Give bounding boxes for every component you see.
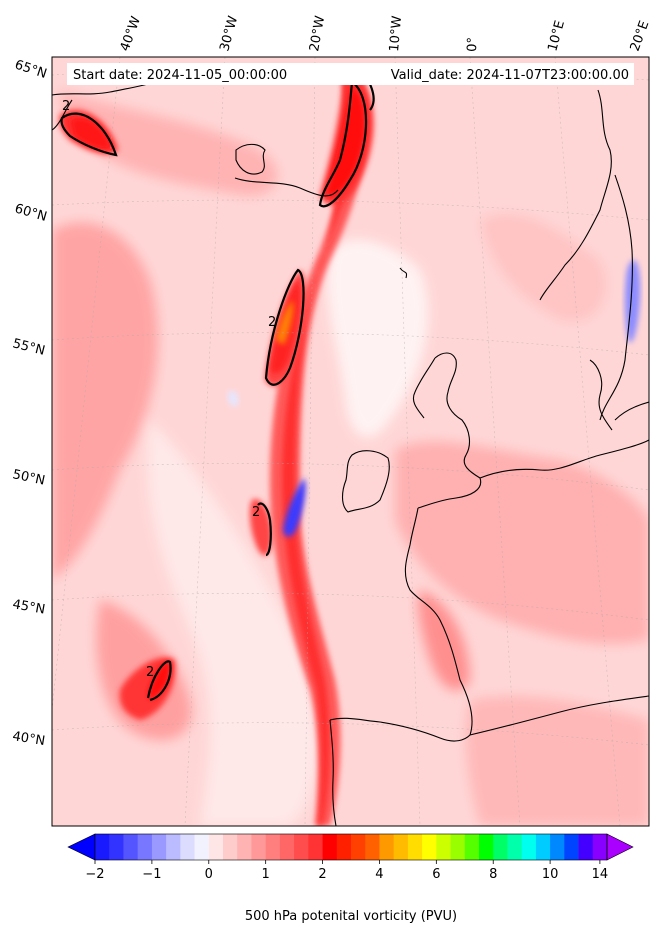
colorbar-extend-high — [606, 833, 634, 861]
colorbar-cell — [336, 834, 352, 860]
colorbar-tick-label: 4 — [375, 867, 383, 882]
lon-label: 10°W — [387, 15, 405, 52]
colorbar-cell — [180, 834, 195, 860]
colorbar-cell — [308, 834, 323, 860]
start-date-text: Start date: 2024-11-05_00:00:00 — [73, 68, 287, 83]
colorbar-tick-label: −2 — [85, 867, 104, 882]
colorbar-cell — [521, 834, 537, 860]
colorbar-cell — [223, 834, 238, 860]
lat-label: 50°N — [11, 467, 46, 488]
colorbar-cell — [251, 834, 267, 860]
lat-label: 45°N — [11, 597, 46, 617]
valid-date-text: Valid_date: 2024-11-07T23:00:00.00 — [391, 68, 629, 83]
colorbar-cell — [578, 834, 594, 860]
colorbar-cell — [294, 834, 309, 860]
colorbar-cell — [507, 834, 523, 860]
colorbar-extend-low — [67, 833, 96, 861]
colorbar-cell — [109, 834, 124, 860]
colorbar-cell — [564, 834, 579, 860]
colorbar-cell — [166, 834, 181, 860]
colorbar-tick-label: 6 — [432, 867, 440, 882]
colorbar-cell — [208, 834, 224, 860]
colorbar-tick-label: 8 — [489, 867, 497, 882]
header-box — [67, 63, 634, 85]
colorbar-cell — [351, 834, 366, 860]
pv-field-shading — [52, 70, 649, 826]
colorbar-cell — [279, 834, 295, 860]
colorbar-tick-label: 2 — [318, 867, 326, 882]
colorbar-cell — [450, 834, 466, 860]
colorbar-cell — [95, 834, 110, 860]
colorbar-cell — [436, 834, 451, 860]
colorbar-cell — [123, 834, 139, 860]
colorbar-frame — [94, 833, 608, 861]
lon-label: 40°W — [118, 14, 144, 53]
colorbar-cell — [464, 834, 480, 860]
contour-label: 2 — [146, 665, 154, 680]
lat-label: 65°N — [13, 58, 49, 82]
lon-label: 10°E — [545, 19, 568, 53]
latitude-labels: 65°N 60°N 55°N 50°N 45°N 40°N — [11, 58, 49, 750]
contour-label: 2 — [62, 99, 70, 114]
colorbar-cell — [194, 834, 210, 860]
colorbar-cell — [422, 834, 437, 860]
contour-label: 2 — [268, 315, 276, 330]
colorbar-tick-label: 10 — [542, 867, 559, 882]
map-frame — [51, 56, 650, 827]
colorbar-cell — [379, 834, 395, 860]
colorbar-title: 500 hPa potenital vorticity (PVU) — [245, 909, 457, 924]
map-panel: 2 2 2 2 — [52, 57, 649, 826]
colorbar-tick-label: 0 — [205, 867, 213, 882]
colorbar-cell — [137, 834, 153, 860]
colorbar-cell — [322, 834, 338, 860]
colorbar-cell — [151, 834, 167, 860]
colorbar-cell — [493, 834, 508, 860]
colorbar-tick-label: 14 — [592, 867, 609, 882]
colorbar-cell — [365, 834, 380, 860]
contour-label: 2 — [252, 505, 260, 520]
lon-label: 0° — [465, 37, 481, 52]
lon-label: 30°W — [217, 14, 241, 53]
lat-label: 55°N — [11, 336, 46, 358]
graticule — [52, 57, 649, 826]
lon-label: 20°E — [628, 19, 653, 54]
lon-label: 20°W — [307, 15, 328, 53]
colorbar-cells — [95, 834, 608, 860]
coastlines — [52, 77, 649, 826]
colorbar-cell — [265, 834, 281, 860]
colorbar-cell — [393, 834, 409, 860]
pv-2-contours — [60, 69, 375, 702]
lat-label: 60°N — [13, 201, 49, 224]
lat-label: 40°N — [11, 729, 46, 749]
colorbar-cell — [550, 834, 565, 860]
colorbar-tick-label: −1 — [142, 867, 161, 882]
colorbar-cell — [592, 834, 608, 860]
colorbar-cell — [479, 834, 494, 860]
colorbar-tick-label: 1 — [262, 867, 270, 882]
colorbar-cell — [237, 834, 252, 860]
colorbar-ticks: −2 −1 0 1 2 4 6 8 10 14 — [85, 860, 608, 882]
colorbar-cell — [535, 834, 551, 860]
colorbar-cell — [407, 834, 423, 860]
colorbar: −2 −1 0 1 2 4 6 8 10 14 500 hPa potenital vortici… — [67, 833, 634, 924]
longitude-labels: 40°W 30°W 20°W 10°W 0° 10°E 20°E — [118, 14, 653, 53]
